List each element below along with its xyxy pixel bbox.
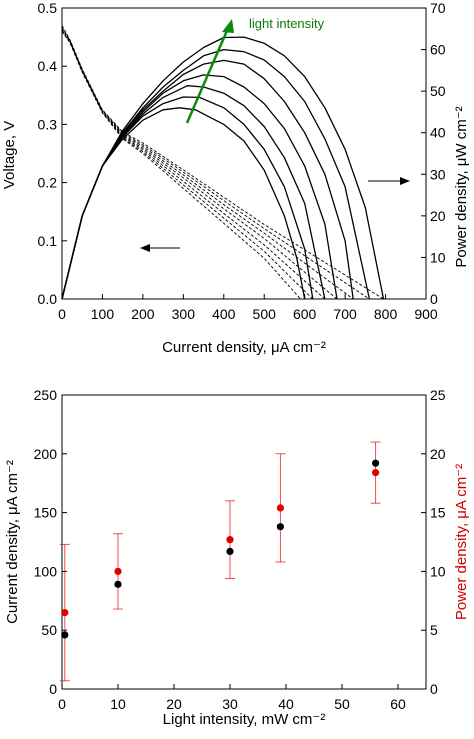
bottom-left-tick-label: 250 [34,387,58,403]
bottom-right-tick-label: 20 [430,446,446,462]
bottom-left-tick-label: 100 [34,563,58,579]
left-axis-pointer-arrow [140,244,180,252]
voltage-curve [61,31,301,300]
bottom-left-tick-label: 50 [41,622,57,638]
top-x-tick-label: 200 [131,306,155,322]
top-x-tick-label: 900 [414,306,438,322]
current-density-point [226,547,234,556]
top-left-tick-label: 0.0 [38,291,58,307]
top-right-tick-label: 30 [430,166,446,182]
top-x-axis-title: Current density, μA cm⁻² [162,339,326,356]
power-curve [61,85,326,300]
bottom-left-axis-title: Current density, μA cm⁻² [4,460,21,624]
bottom-right-tick-label: 0 [430,681,438,697]
bottom-right-tick-label: 25 [430,387,446,403]
bottom-x-tick-label: 40 [278,696,294,712]
top-right-tick-label: 10 [430,249,446,265]
top-right-tick-label: 50 [430,83,446,99]
top-right-tick-label: 20 [430,208,446,224]
bottom-left-tick-label: 0 [49,681,57,697]
top-left-tick-label: 0.4 [38,58,58,74]
top-x-tick-label: 500 [253,306,277,322]
voltage-curve [61,28,354,300]
current-density-point [372,459,380,467]
top-x-tick-label: 800 [374,306,398,322]
bottom-x-tick-label: 20 [166,696,182,712]
top-left-tick-label: 0.1 [38,233,58,249]
current-density-point [61,631,69,639]
top-x-tick-label: 700 [333,306,357,322]
top-right-tick-label: 0 [430,291,438,307]
top-right-tick-label: 70 [430,0,446,16]
top-x-tick-label: 100 [91,306,115,322]
light-intensity-label: light intensity [249,16,325,31]
top-left-tick-label: 0.5 [38,0,58,16]
bottom-right-tick-label: 5 [430,622,438,638]
top-left-axis-title: Voltage, V [1,121,18,189]
power-curves [61,36,385,300]
bottom-plot-frame [61,394,427,690]
voltage-curves [61,25,384,300]
top-x-tick-label: 400 [212,306,236,322]
bottom-chart: 0 10 20 30 40 50 60 0 50 100 150 200 250 0 5 10 15 20 25 L… [4,387,470,728]
bottom-x-tick-label: 50 [334,696,350,712]
top-plot-frame [61,7,427,300]
bottom-x-tick-label: 10 [110,696,126,712]
top-chart: 0 100 200 300 400 500 600 700 800 9000.00.10.20.3… [1,0,470,356]
top-x-tick-label: 0 [58,306,66,322]
top-right-tick-label: 40 [430,125,446,141]
bottom-data-points [59,441,381,682]
power-density-point [226,536,234,544]
voltage-curve [61,29,326,300]
bottom-right-axis-title: Power density, μA cm⁻² [453,464,470,620]
bottom-x-axis-title: Light intensity, mW cm⁻² [163,711,326,728]
right-axis-pointer-arrow [368,177,410,185]
voltage-curve [61,31,314,300]
current-density-point [114,580,122,588]
top-right-axis-title: Power density, μW cm⁻² [453,106,470,267]
bottom-x-tick-label: 0 [58,696,66,712]
power-curve [61,96,314,300]
current-density-point [276,523,284,531]
top-x-tick-label: 300 [172,306,196,322]
top-left-tick-label: 0.2 [38,175,58,191]
voltage-curve [61,25,384,300]
power-density-point [61,608,69,617]
power-density-point [276,504,284,512]
bottom-left-tick-label: 200 [34,446,58,462]
bottom-x-tick-label: 60 [390,696,406,712]
bottom-axis-ticks: 0 10 20 30 40 50 60 0 50 100 150 200 250 0 5 10 15 20 25 [34,387,446,712]
power-curve [61,107,306,300]
power-density-point [114,567,122,576]
top-left-tick-label: 0.3 [38,116,58,132]
bottom-x-tick-label: 30 [222,696,238,712]
bottom-right-tick-label: 10 [430,563,446,579]
light-intensity-arrow [185,19,234,124]
top-right-tick-label: 60 [430,42,446,58]
power-density-point [372,469,380,477]
top-x-tick-label: 600 [293,306,317,322]
voltage-curve [61,26,370,300]
top-axis-ticks: 0 100 200 300 400 500 600 700 800 9000.00.10.20.3… [38,0,446,322]
bottom-right-tick-label: 15 [430,505,446,521]
bottom-left-tick-label: 150 [34,505,58,521]
